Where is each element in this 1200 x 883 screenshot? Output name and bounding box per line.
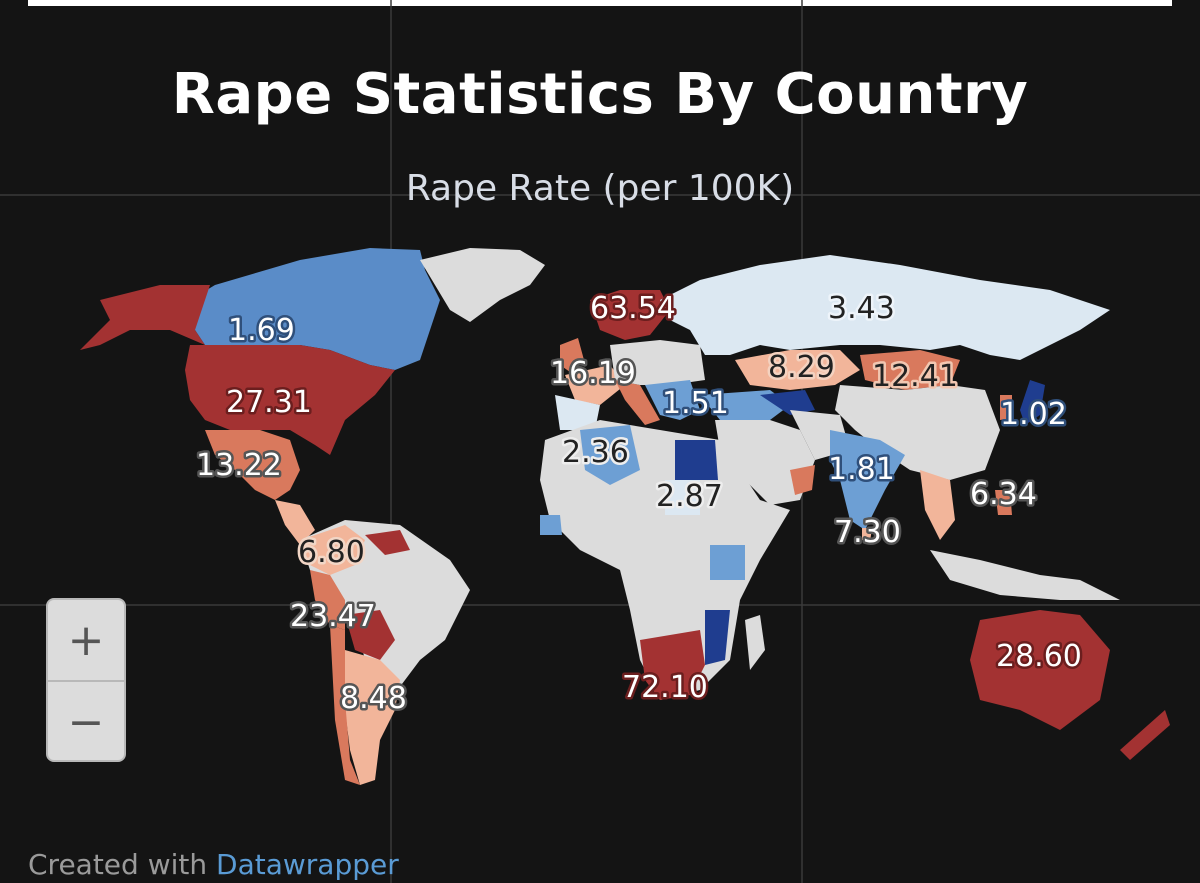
zoom-in-button[interactable]: +	[67, 614, 105, 666]
credit-prefix: Created with	[28, 848, 208, 881]
greenland-shape	[420, 248, 545, 322]
new-zealand-shape	[1120, 710, 1170, 760]
zoom-divider	[48, 680, 124, 682]
alaska-shape	[80, 285, 210, 350]
algeria-shape	[580, 425, 640, 485]
mozambique-shape	[705, 610, 730, 665]
kazakhstan-shape	[735, 350, 860, 390]
south-africa-shape	[640, 630, 705, 700]
australia-shape	[970, 610, 1110, 730]
canada-shape	[190, 248, 440, 370]
chad-shape	[665, 480, 700, 515]
uk-shape	[560, 338, 584, 372]
datawrapper-link[interactable]: Datawrapper	[216, 848, 399, 881]
madagascar-shape	[745, 615, 765, 670]
scandinavia-shape	[590, 290, 670, 340]
map-title: Rape Statistics By Country	[171, 62, 1029, 127]
southeast-asia-shape	[920, 470, 955, 540]
japan-shape	[1020, 380, 1045, 425]
credit-line: Created with Datawrapper	[28, 848, 399, 881]
usa-shape	[185, 345, 395, 455]
philippines-shape	[995, 490, 1012, 515]
oman-shape	[790, 465, 815, 495]
middle-east-shape	[715, 420, 815, 505]
iberia-shape	[555, 395, 600, 430]
france-shape	[565, 365, 625, 405]
zoom-out-button[interactable]: −	[67, 696, 105, 748]
caucasus-shape	[760, 390, 815, 415]
mexico-shape	[205, 430, 300, 500]
italy-shape	[615, 380, 660, 425]
egypt-shape	[675, 440, 718, 480]
peru-shape	[310, 570, 345, 630]
korea-shape	[1000, 395, 1012, 420]
argentina-shape	[345, 650, 400, 785]
central-america-shape	[275, 500, 315, 545]
zoom-control: + −	[46, 598, 126, 762]
chile-shape	[330, 625, 360, 785]
russia-shape	[660, 255, 1110, 360]
colombia-shape	[300, 525, 365, 575]
east-africa-shape	[710, 545, 745, 580]
balkans-shape	[645, 380, 700, 420]
map-subtitle: Rape Rate (per 100K)	[405, 168, 795, 209]
sri-lanka-shape	[862, 528, 872, 542]
venezuela-shape	[365, 530, 410, 555]
india-shape	[830, 430, 905, 530]
mongolia-shape	[860, 350, 960, 390]
bolivia-shape	[345, 610, 395, 660]
china-shape	[835, 385, 1000, 480]
top-border	[28, 0, 1172, 6]
central-europe-shape	[610, 340, 705, 385]
west-africa-shape	[540, 515, 562, 535]
indonesia-shape	[930, 550, 1120, 600]
